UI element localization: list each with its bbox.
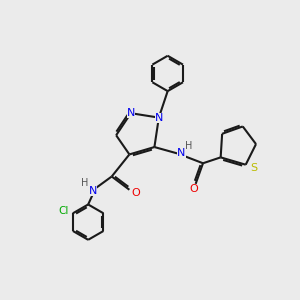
Text: N: N bbox=[154, 112, 163, 123]
Text: N: N bbox=[89, 186, 98, 196]
Text: S: S bbox=[250, 163, 257, 173]
Text: N: N bbox=[127, 108, 135, 118]
Text: O: O bbox=[190, 184, 199, 194]
Text: N: N bbox=[177, 148, 186, 158]
Text: Cl: Cl bbox=[58, 206, 69, 216]
Text: O: O bbox=[131, 188, 140, 198]
Text: H: H bbox=[185, 141, 193, 151]
Text: H: H bbox=[81, 178, 88, 188]
